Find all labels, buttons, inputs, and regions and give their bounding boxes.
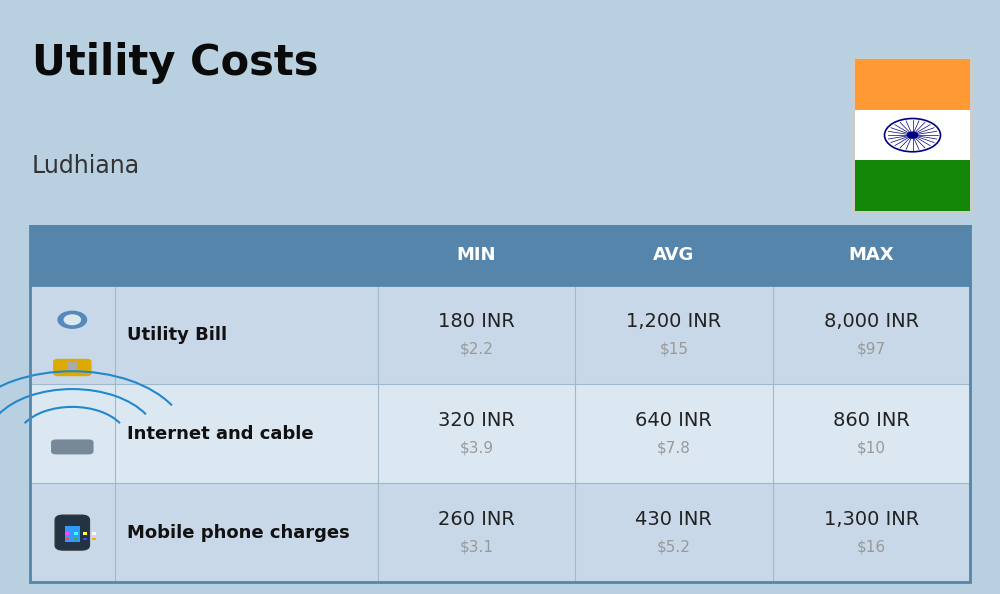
Text: $3.1: $3.1 (459, 540, 493, 555)
FancyBboxPatch shape (855, 160, 970, 211)
FancyBboxPatch shape (51, 440, 94, 454)
Text: Utility Costs: Utility Costs (32, 42, 318, 84)
Circle shape (64, 315, 80, 324)
Text: Mobile phone charges: Mobile phone charges (127, 524, 349, 542)
FancyBboxPatch shape (74, 532, 78, 535)
Text: $5.2: $5.2 (657, 540, 691, 555)
FancyBboxPatch shape (30, 285, 970, 384)
FancyBboxPatch shape (83, 538, 87, 540)
FancyBboxPatch shape (30, 384, 970, 483)
Text: 1,200 INR: 1,200 INR (626, 312, 722, 331)
FancyBboxPatch shape (855, 59, 970, 110)
Text: 180 INR: 180 INR (438, 312, 515, 331)
Text: 1,300 INR: 1,300 INR (824, 510, 919, 529)
FancyBboxPatch shape (30, 483, 970, 582)
Text: $2.2: $2.2 (460, 342, 493, 357)
Text: Utility Bill: Utility Bill (127, 326, 227, 343)
Text: Ludhiana: Ludhiana (32, 154, 140, 178)
Text: 8,000 INR: 8,000 INR (824, 312, 919, 331)
Text: AVG: AVG (653, 247, 695, 264)
Text: 640 INR: 640 INR (635, 411, 712, 430)
FancyBboxPatch shape (852, 58, 973, 213)
FancyBboxPatch shape (74, 538, 78, 540)
Text: $15: $15 (659, 342, 688, 357)
Text: $3.9: $3.9 (459, 441, 494, 456)
FancyBboxPatch shape (92, 538, 96, 540)
FancyBboxPatch shape (53, 359, 92, 376)
Text: MAX: MAX (848, 247, 894, 264)
Text: 860 INR: 860 INR (833, 411, 910, 430)
Circle shape (908, 132, 918, 138)
Text: MIN: MIN (457, 247, 496, 264)
Text: $97: $97 (857, 342, 886, 357)
FancyBboxPatch shape (65, 538, 69, 540)
FancyBboxPatch shape (55, 515, 89, 550)
FancyBboxPatch shape (65, 532, 69, 535)
Text: Internet and cable: Internet and cable (127, 425, 313, 443)
Text: 320 INR: 320 INR (438, 411, 515, 430)
FancyBboxPatch shape (92, 532, 96, 535)
FancyBboxPatch shape (83, 532, 87, 535)
Text: 430 INR: 430 INR (635, 510, 712, 529)
FancyBboxPatch shape (67, 362, 77, 370)
FancyBboxPatch shape (65, 526, 80, 542)
FancyBboxPatch shape (855, 110, 970, 160)
FancyBboxPatch shape (30, 226, 970, 285)
Text: $16: $16 (857, 540, 886, 555)
Text: 260 INR: 260 INR (438, 510, 515, 529)
Circle shape (58, 311, 87, 328)
Text: $7.8: $7.8 (657, 441, 691, 456)
Text: $10: $10 (857, 441, 886, 456)
